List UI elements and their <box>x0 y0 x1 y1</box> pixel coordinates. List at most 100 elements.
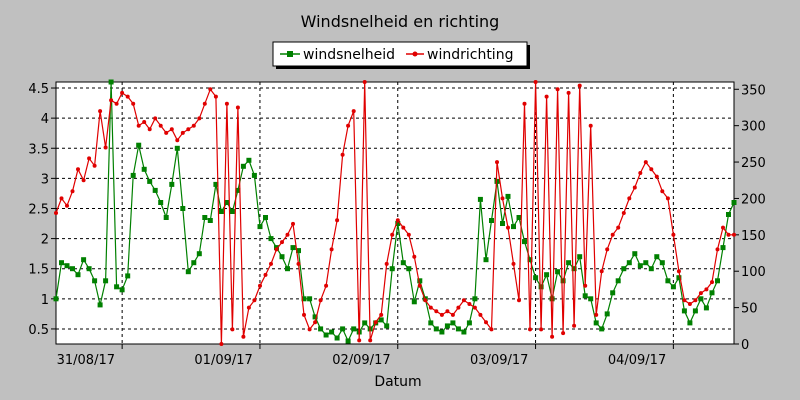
point-windrichting <box>605 247 610 252</box>
point-windrichting <box>302 312 306 317</box>
point-windsnelheid <box>588 296 594 302</box>
point-windrichting <box>164 130 169 135</box>
point-windrichting <box>252 298 257 303</box>
y2-tick-label: 350 <box>741 83 766 98</box>
point-windrichting <box>125 94 130 99</box>
point-windrichting <box>484 320 488 325</box>
point-windrichting <box>70 189 75 194</box>
point-windsnelheid <box>698 296 704 302</box>
point-windsnelheid <box>334 335 340 341</box>
point-windsnelheid <box>715 278 720 284</box>
point-windsnelheid <box>538 284 544 290</box>
y2-tick-label: 250 <box>741 156 766 171</box>
point-windsnelheid <box>654 254 660 260</box>
point-windrichting <box>362 80 367 84</box>
point-windrichting <box>555 87 560 92</box>
point-windsnelheid <box>615 278 621 284</box>
point-windrichting <box>131 101 136 106</box>
point-windrichting <box>439 312 444 317</box>
point-windrichting <box>632 185 637 190</box>
point-windsnelheid <box>97 302 103 308</box>
point-windsnelheid <box>202 215 208 220</box>
legend-marker-windrichting <box>412 51 418 57</box>
point-windrichting <box>153 116 158 121</box>
point-windsnelheid <box>566 260 572 266</box>
point-windrichting <box>522 101 527 106</box>
point-windrichting <box>533 80 538 84</box>
point-windrichting <box>136 123 141 128</box>
chart-title: Windsnelheid en richting <box>301 12 500 31</box>
point-windrichting <box>280 240 284 245</box>
point-windrichting <box>698 291 703 296</box>
point-windrichting <box>219 342 224 346</box>
point-windrichting <box>456 305 461 310</box>
point-windsnelheid <box>593 320 599 326</box>
point-windrichting <box>500 196 505 201</box>
point-windsnelheid <box>477 196 483 202</box>
x-tick-label: 02/09/17 <box>332 353 390 368</box>
point-windsnelheid <box>213 181 219 187</box>
point-windrichting <box>621 211 626 215</box>
x-tick-label: 31/08/17 <box>57 353 115 368</box>
point-windrichting <box>285 232 290 237</box>
point-windrichting <box>395 218 400 223</box>
point-windrichting <box>710 280 714 285</box>
point-windrichting <box>693 298 698 303</box>
legend-label-windrichting: windrichting <box>427 47 513 63</box>
point-windrichting <box>489 327 494 332</box>
point-windsnelheid <box>626 260 632 266</box>
point-windrichting <box>704 287 709 292</box>
point-windrichting <box>726 232 731 237</box>
point-windsnelheid <box>472 296 478 302</box>
point-windrichting <box>665 196 670 201</box>
point-windrichting <box>175 138 180 143</box>
point-windsnelheid <box>169 181 175 187</box>
y-tick-label: 2 <box>41 233 49 248</box>
point-windsnelheid <box>643 260 649 266</box>
point-windsnelheid <box>141 166 147 172</box>
point-windsnelheid <box>180 206 186 211</box>
point-windrichting <box>213 94 218 99</box>
point-windrichting <box>428 305 433 310</box>
point-windrichting <box>180 130 185 135</box>
point-windsnelheid <box>494 178 500 184</box>
x-tick-label: 03/09/17 <box>470 353 528 368</box>
y2-tick-label: 150 <box>741 229 766 244</box>
point-windrichting <box>147 127 152 132</box>
point-windrichting <box>197 116 202 121</box>
point-windrichting <box>544 94 549 99</box>
point-windrichting <box>610 232 615 237</box>
point-windsnelheid <box>384 323 390 329</box>
point-windsnelheid <box>516 215 522 220</box>
point-windrichting <box>373 320 378 325</box>
point-windsnelheid <box>125 273 131 279</box>
point-windrichting <box>274 247 279 252</box>
point-windrichting <box>191 123 196 128</box>
point-windsnelheid <box>53 296 59 302</box>
point-windsnelheid <box>64 263 70 269</box>
point-windsnelheid <box>81 257 87 263</box>
point-windrichting <box>434 309 439 314</box>
point-windsnelheid <box>263 215 268 220</box>
series <box>53 79 737 346</box>
point-windsnelheid <box>362 320 368 326</box>
point-windrichting <box>114 101 119 106</box>
point-windrichting <box>687 302 692 306</box>
point-windrichting <box>59 196 64 201</box>
point-windsnelheid <box>610 290 616 296</box>
point-windrichting <box>732 232 736 237</box>
point-windrichting <box>417 283 422 288</box>
point-windrichting <box>649 167 654 172</box>
y-tick-label: 3 <box>41 172 49 187</box>
x-axis-label: Datum <box>374 374 421 390</box>
point-windsnelheid <box>290 245 296 251</box>
point-windsnelheid <box>158 200 164 205</box>
y-tick-label: 1.5 <box>28 263 49 278</box>
point-windrichting <box>643 160 648 165</box>
point-windrichting <box>98 109 103 114</box>
point-windrichting <box>329 247 334 252</box>
point-windsnelheid <box>86 266 92 272</box>
point-windsnelheid <box>549 296 555 302</box>
point-windsnelheid <box>709 290 715 296</box>
point-windrichting <box>445 309 450 314</box>
